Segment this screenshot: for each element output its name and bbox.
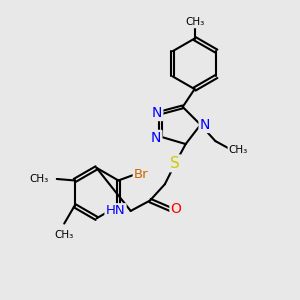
Text: N: N: [152, 106, 162, 120]
Text: HN: HN: [106, 204, 125, 218]
Text: N: N: [200, 118, 210, 132]
Text: N: N: [151, 131, 161, 145]
Text: CH₃: CH₃: [55, 230, 74, 240]
Text: Br: Br: [134, 168, 148, 181]
Text: CH₃: CH₃: [29, 174, 49, 184]
Text: CH₃: CH₃: [229, 145, 248, 155]
Text: O: O: [171, 202, 182, 216]
Text: S: S: [170, 156, 180, 171]
Text: CH₃: CH₃: [185, 17, 204, 27]
